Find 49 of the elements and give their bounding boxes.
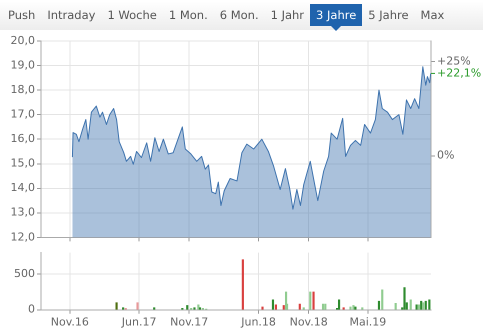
x-tick-label: Jun.17 bbox=[120, 315, 156, 328]
y-tick-label: 20,0 bbox=[10, 34, 35, 47]
bar bbox=[302, 307, 305, 310]
bar bbox=[261, 306, 264, 310]
bar bbox=[349, 306, 352, 310]
text: 1 Jahr bbox=[270, 8, 304, 22]
bar bbox=[309, 292, 312, 310]
bar bbox=[338, 299, 340, 310]
bar bbox=[424, 300, 427, 310]
text: 1 Mon. bbox=[168, 8, 208, 22]
y-tick-label: 18,0 bbox=[10, 82, 35, 96]
y-tick-label: 17,0 bbox=[10, 108, 35, 121]
y2-tick-label: 0% bbox=[437, 148, 454, 162]
y2-tick-label: +25% bbox=[437, 54, 471, 68]
y-tick-label: 0 bbox=[28, 302, 35, 316]
bar bbox=[324, 304, 326, 310]
y-tick-label: 15,0 bbox=[10, 156, 35, 170]
x-tick-label: Nov.16 bbox=[50, 315, 89, 328]
bar bbox=[312, 292, 315, 310]
bar bbox=[282, 305, 285, 310]
bar bbox=[403, 287, 406, 310]
text: 1 Woche bbox=[107, 8, 157, 22]
y-tick-label: 500 bbox=[14, 266, 35, 280]
y-tick-label: 13,0 bbox=[10, 206, 35, 219]
x-tick-label: Mai.19 bbox=[349, 315, 386, 328]
y-tick-label: 14,0 bbox=[10, 181, 35, 194]
y-tick-label: 12,0 bbox=[10, 230, 35, 244]
bar bbox=[153, 307, 156, 310]
bar bbox=[428, 299, 430, 310]
y-tick-label: 16,0 bbox=[10, 132, 35, 146]
bar bbox=[186, 305, 188, 310]
text: Push bbox=[8, 8, 36, 22]
y-tick-label: 19,0 bbox=[10, 58, 35, 72]
bar bbox=[394, 303, 397, 310]
text: 3 Jahre bbox=[316, 8, 356, 22]
text: 5 Jahre bbox=[368, 8, 409, 22]
text: Max bbox=[420, 8, 444, 22]
bar bbox=[242, 259, 244, 310]
bar bbox=[298, 304, 301, 310]
x-tick-label: Nov.17 bbox=[170, 315, 208, 328]
x-tick-label: Nov.18 bbox=[290, 315, 328, 328]
bar bbox=[381, 289, 384, 310]
annotation: +22,1% bbox=[437, 66, 482, 80]
bar bbox=[272, 299, 274, 310]
text: Intraday bbox=[47, 8, 96, 22]
bar bbox=[361, 307, 364, 310]
bar bbox=[410, 299, 412, 310]
text: 6 Mon. bbox=[220, 8, 259, 22]
x-tick-label: Jun.18 bbox=[240, 315, 276, 328]
